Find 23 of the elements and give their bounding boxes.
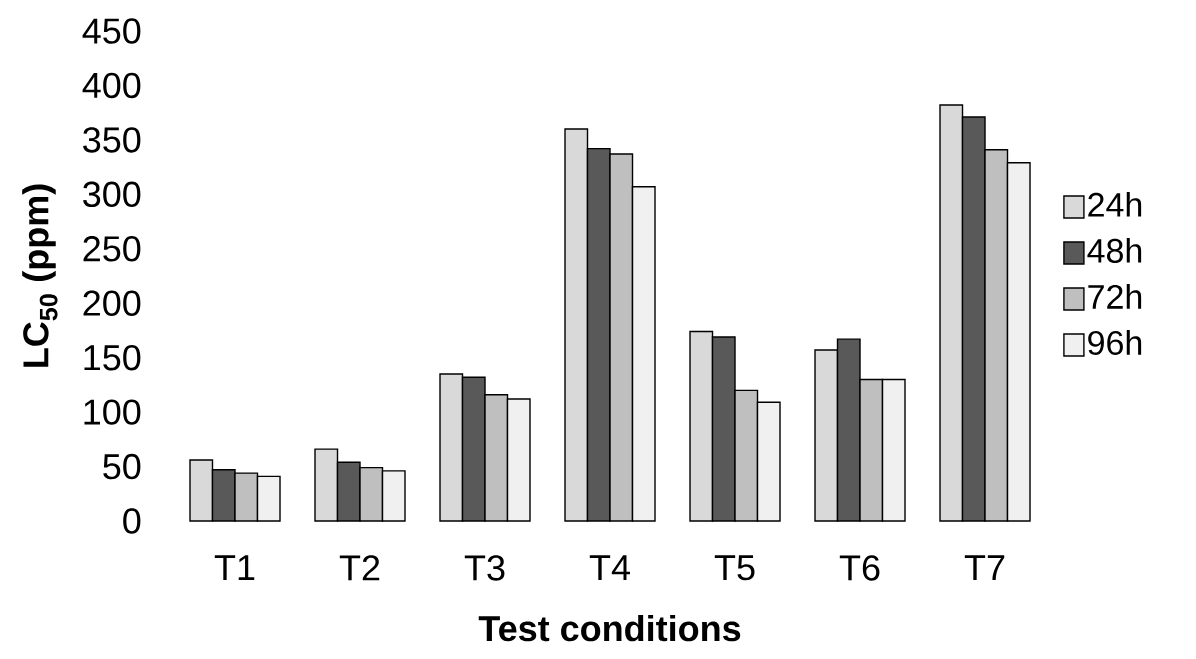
legend-label: 96h [1088,330,1142,355]
y-tick-label: 250 [83,236,141,262]
x-tick-label: T5 [714,555,755,581]
y-tick-label: 150 [84,344,141,371]
y-tick-label: 350 [83,127,141,153]
x-tick-label: T2 [339,555,380,581]
y-axis-title: LC$_{50}$ (ppm) [22,184,58,367]
x-tick-label: T4 [589,555,630,580]
legend-label: 24h [1088,191,1142,217]
y-tick-label: 300 [83,181,141,208]
x-axis-title: Test conditions [478,614,741,642]
y-tick-label: 100 [84,399,141,425]
x-tick-label: T6 [839,555,880,581]
legend-label: 72h [1088,284,1142,309]
y-tick-label: 50 [103,453,141,480]
x-tick-label: T1 [214,555,255,580]
x-tick-label: T7 [964,555,1005,580]
y-tick-label: 450 [82,18,141,44]
x-tick-label: T3 [464,555,505,581]
y-tick-label: 0 [123,508,141,534]
legend-label: 48h [1087,237,1142,263]
y-tick-label: 200 [83,290,141,316]
y-tick-label: 400 [82,72,141,99]
